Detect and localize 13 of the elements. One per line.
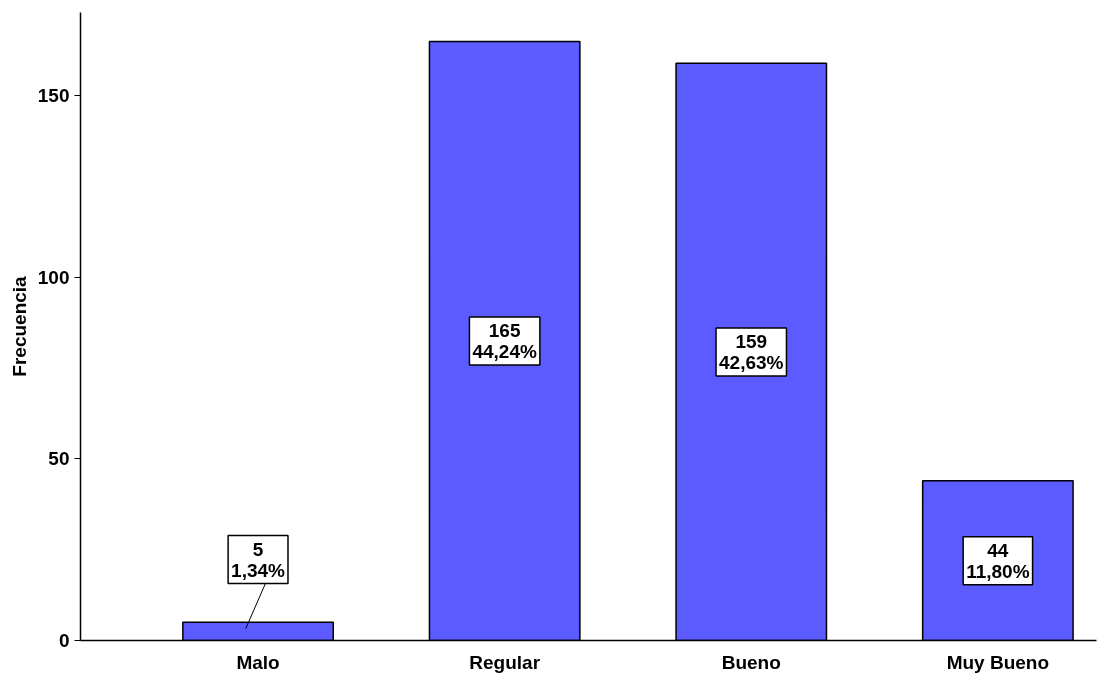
x-tick-label: Malo [236, 651, 280, 673]
data-label: 5 1,34% [231, 538, 286, 581]
x-tick-label: Regular [469, 651, 541, 673]
data-label: 165 44,24% [472, 320, 537, 363]
y-tick-label: 150 [37, 85, 70, 107]
x-tick-label: Bueno [721, 651, 781, 673]
x-tick-label: Muy Bueno [946, 651, 1050, 673]
y-tick-label: 0 [58, 630, 70, 651]
y-axis-title: Frecuencia [8, 275, 30, 377]
y-tick-label: 100 [37, 266, 70, 288]
data-label: 159 42,63% [719, 330, 784, 373]
data-label: 44 11,80% [966, 539, 1030, 582]
y-tick-label: 50 [48, 448, 70, 470]
